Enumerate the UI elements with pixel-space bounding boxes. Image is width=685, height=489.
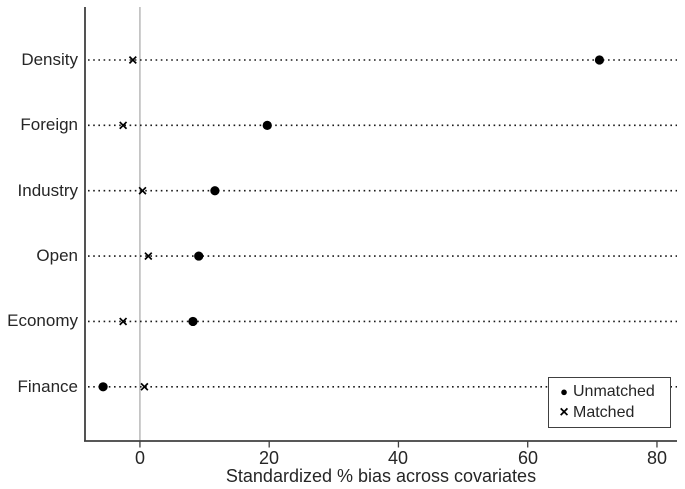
matched-marker-industry: [138, 186, 147, 195]
unmatched-marker-finance: [98, 382, 108, 392]
x-axis-title: Standardized % bias across covariates: [225, 466, 537, 486]
legend-label-matched: Matched: [573, 404, 635, 422]
unmatched-marker-foreign: [262, 120, 272, 130]
matched-x-marker-icon: ×: [559, 404, 569, 422]
legend-entry-unmatched: ● Unmatched: [555, 381, 664, 402]
y-axis-label-economy: Economy: [7, 311, 78, 330]
y-axis-label-density: Density: [21, 50, 78, 69]
y-axis-label-foreign: Foreign: [20, 115, 78, 134]
legend-entry-matched: × Matched: [555, 403, 664, 424]
unmatched-marker-economy: [188, 316, 198, 327]
x-axis-tick-label-80: 80: [646, 448, 668, 468]
x-axis-tick-label-40: 40: [387, 448, 409, 468]
matched-marker-foreign: [119, 121, 128, 130]
matched-marker-open: [144, 252, 153, 261]
x-axis-tick-label-60: 60: [517, 448, 539, 468]
x-axis-tick-label-0: 0: [134, 448, 145, 468]
legend: ● Unmatched × Matched: [548, 377, 671, 428]
unmatched-marker-density: [594, 55, 605, 65]
y-axis-label-industry: Industry: [17, 181, 78, 200]
matched-marker-density: [128, 55, 137, 65]
matched-marker-finance: [140, 382, 149, 391]
matched-marker-economy: [119, 317, 128, 326]
unmatched-marker-open: [194, 251, 204, 261]
y-axis-label-open: Open: [36, 246, 78, 265]
legend-label-unmatched: Unmatched: [573, 382, 655, 400]
unmatched-marker-industry: [210, 186, 220, 196]
unmatched-circle-marker-icon: ●: [560, 383, 568, 399]
y-axis-label-finance: Finance: [17, 377, 78, 396]
x-axis-tick-label-20: 20: [258, 448, 280, 468]
